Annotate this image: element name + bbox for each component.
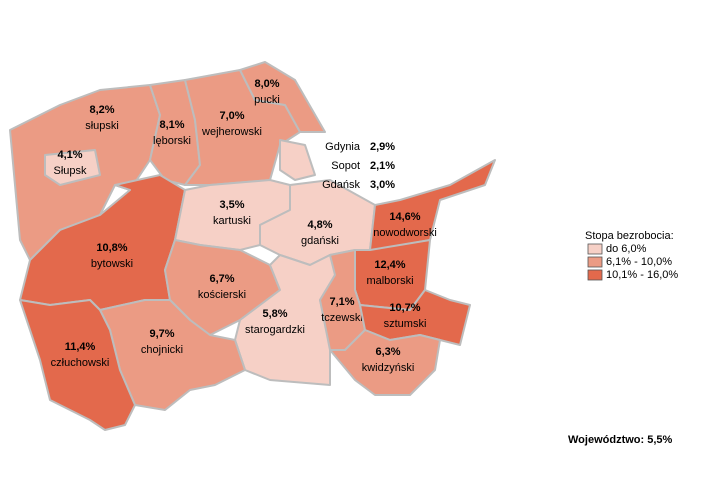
region <box>19 299 136 431</box>
region-value: 8,0% <box>254 78 279 90</box>
region-value: 7,0% <box>219 110 244 122</box>
region-value: 14,6% <box>389 211 420 223</box>
region-name: człuchowski <box>51 357 110 369</box>
region-name: pucki <box>254 94 280 106</box>
legend-label: 10,1% - 16,0% <box>606 269 678 281</box>
legend-swatch <box>587 269 603 281</box>
region-name: kartuski <box>213 215 251 227</box>
legend-label: 6,1% - 10,0% <box>606 256 672 268</box>
city-name: Gdańsk <box>322 179 360 191</box>
legend-title: Stopa bezrobocia: <box>585 230 674 242</box>
region-value: 10,8% <box>96 242 127 254</box>
region <box>329 329 441 396</box>
region-name: malborski <box>366 275 413 287</box>
city-value: 2,9% <box>370 141 395 153</box>
region-name: wejherowski <box>201 126 262 138</box>
region-name: bytowski <box>91 258 133 270</box>
city-name: Gdynia <box>325 141 361 153</box>
region-name: chojnicki <box>141 344 183 356</box>
region-value: 9,7% <box>149 328 174 340</box>
region-name: sztumski <box>384 318 427 330</box>
city-name: Sopot <box>331 160 360 172</box>
region-value: 11,4% <box>65 341 96 353</box>
region <box>44 149 101 186</box>
region-name: Słupsk <box>53 165 87 177</box>
legend-label: do 6,0% <box>606 243 647 255</box>
region-value: 3,5% <box>219 199 244 211</box>
legend-swatch <box>587 256 603 268</box>
region-name: słupski <box>85 120 119 132</box>
region-name: nowodworski <box>373 227 437 239</box>
total-label: Województwo: 5,5% <box>568 434 673 446</box>
region-name: tczewski <box>321 312 363 324</box>
cities-area <box>279 139 316 181</box>
region-name: gdański <box>301 235 339 247</box>
region-name: kwidzyński <box>362 362 415 374</box>
region-value: 8,2% <box>89 104 114 116</box>
region-name: lęborski <box>153 135 191 147</box>
region-value: 6,3% <box>375 346 400 358</box>
region-value: 7,1% <box>329 296 354 308</box>
region-value: 4,8% <box>307 219 332 231</box>
region-name: starogardzki <box>245 324 305 336</box>
region-name: kościerski <box>198 289 246 301</box>
region-value: 10,7% <box>389 302 420 314</box>
legend-swatch <box>587 243 603 255</box>
region-value: 8,1% <box>159 119 184 131</box>
region-value: 4,1% <box>57 149 82 161</box>
region <box>239 61 326 133</box>
region-value: 5,8% <box>262 308 287 320</box>
region-value: 6,7% <box>209 273 234 285</box>
city-value: 3,0% <box>370 179 395 191</box>
region-value: 12,4% <box>374 259 405 271</box>
city-value: 2,1% <box>370 160 395 172</box>
